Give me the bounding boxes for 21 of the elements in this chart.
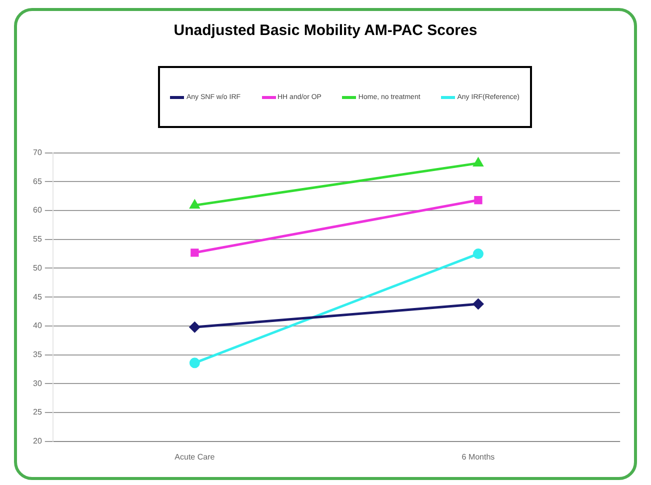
- point: [189, 358, 200, 368]
- point: [472, 298, 484, 310]
- point: [190, 248, 199, 257]
- point: [472, 248, 484, 260]
- y-tick-label: 55: [32, 234, 42, 244]
- y-tick-label: 30: [32, 378, 42, 388]
- y-tick-label: 60: [32, 206, 42, 215]
- point: [474, 196, 482, 204]
- y-tick-label: 40: [32, 321, 42, 330]
- x-tick-label: Acute Care: [174, 452, 216, 462]
- chart-title: Unadjusted Basic Mobility AM-PAC Scores: [172, 22, 478, 39]
- y-tick-label: 50: [32, 263, 42, 272]
- y-tick-label: 25: [32, 408, 42, 417]
- point: [190, 200, 200, 209]
- x-tick-label: 6 Months: [462, 452, 495, 462]
- y-tick-label: 35: [32, 350, 42, 360]
- y-tick-label: 20: [32, 436, 42, 446]
- y-tick-label: 65: [32, 176, 42, 186]
- y-tick-label: 70: [32, 148, 42, 158]
- y-tick-label: 45: [32, 292, 42, 302]
- point: [189, 322, 200, 332]
